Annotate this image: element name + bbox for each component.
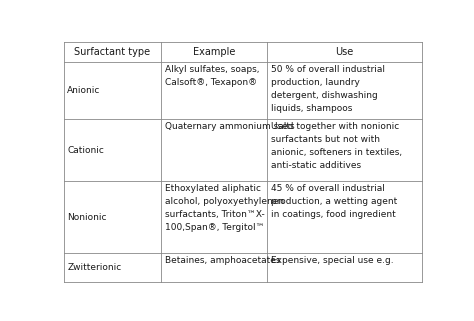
Text: Anionic: Anionic — [67, 86, 100, 95]
Text: Alkyl sulfates, soaps,
Calsoft®, Texapon®: Alkyl sulfates, soaps, Calsoft®, Texapon… — [165, 65, 259, 87]
Text: 45 % of overall industrial
production, a wetting agent
in coatings, food ingredi: 45 % of overall industrial production, a… — [271, 184, 397, 219]
Text: Zwitterionic: Zwitterionic — [67, 263, 122, 272]
Text: Example: Example — [193, 47, 236, 57]
Text: Nonionic: Nonionic — [67, 213, 107, 221]
Text: Cationic: Cationic — [67, 146, 104, 155]
Text: Use: Use — [336, 47, 354, 57]
Text: Expensive, special use e.g.: Expensive, special use e.g. — [271, 256, 393, 265]
Text: Quaternary ammonium salts: Quaternary ammonium salts — [165, 122, 294, 131]
Text: Used together with nonionic
surfactants but not with
anionic, softeners in texti: Used together with nonionic surfactants … — [271, 122, 402, 169]
Text: 50 % of overall industrial
production, laundry
detergent, dishwashing
liquids, s: 50 % of overall industrial production, l… — [271, 65, 385, 113]
Text: Ethoxylated aliphatic
alcohol, polyoxyethylenen
surfactants, Triton™X-
100,Span®: Ethoxylated aliphatic alcohol, polyoxyet… — [165, 184, 284, 232]
Text: Betaines, amphoacetates: Betaines, amphoacetates — [165, 256, 280, 265]
Text: Surfactant type: Surfactant type — [74, 47, 150, 57]
